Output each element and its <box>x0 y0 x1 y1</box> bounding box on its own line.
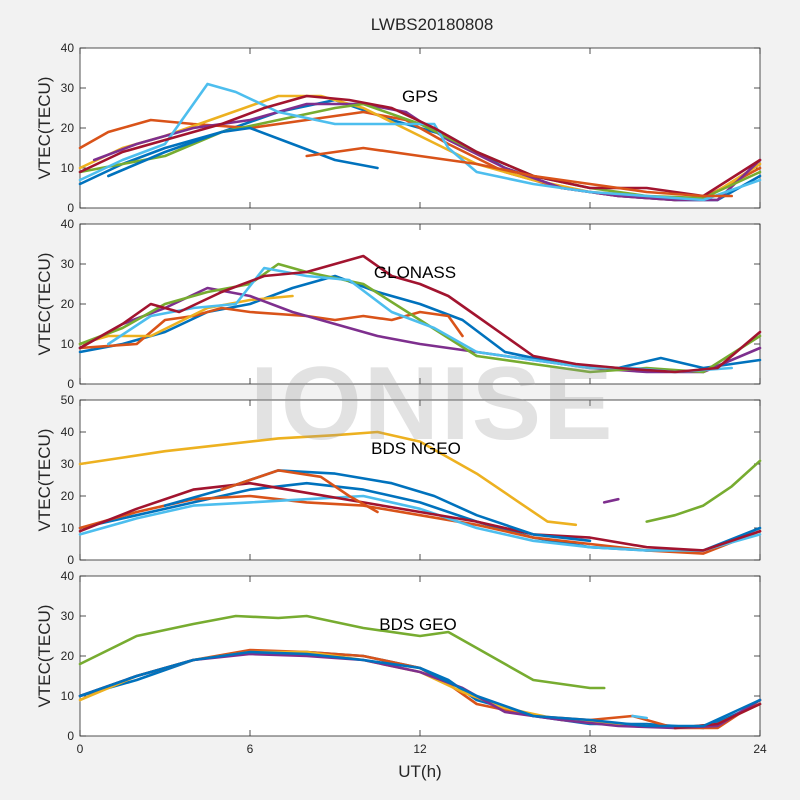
glonass-series-line <box>78 254 762 374</box>
bds-ngeo-series-line <box>645 459 762 523</box>
y-tick-label: 40 <box>61 425 75 439</box>
series-bds-geo <box>78 614 762 730</box>
axes-bds-ngeo <box>79 399 761 561</box>
bds-ngeo-series-line <box>78 481 762 552</box>
series-gps <box>78 82 762 202</box>
bds-geo-series-line <box>78 650 762 728</box>
y-tick-label: 30 <box>61 81 75 95</box>
y-tick-label: 40 <box>61 569 75 583</box>
y-tick-label: 0 <box>67 553 74 567</box>
bds-geo-series-line <box>78 614 606 690</box>
x-tick-label: 12 <box>413 742 427 756</box>
bds-geo-series-line <box>631 714 649 720</box>
y-tick-label: 30 <box>61 257 75 271</box>
x-tick-label: 0 <box>77 742 84 756</box>
gps-series-line <box>78 94 762 198</box>
y-tick-label: 40 <box>61 41 75 55</box>
y-tick-label: 0 <box>67 377 74 391</box>
panel-label-bds-ngeo: BDS NGEO <box>371 439 461 458</box>
gps-series-line <box>107 126 379 178</box>
panel-label-bds-geo: BDS GEO <box>379 615 456 634</box>
y-tick-label: 20 <box>61 121 75 135</box>
y-tick-label: 0 <box>67 729 74 743</box>
y-tick-label: 30 <box>61 609 75 623</box>
gps-series-line <box>305 146 734 198</box>
panel-bds-ngeo: VTEC(TECU) 0 10 20 30 40 50 BDS NGEO <box>35 393 762 567</box>
ylabel-bds-ngeo: VTEC(TECU) <box>35 429 54 532</box>
ticks-bds-ngeo: 0 10 20 30 40 50 <box>61 393 761 567</box>
y-tick-label: 40 <box>61 217 75 231</box>
bds-ngeo-series-line <box>78 430 578 527</box>
x-axis-label: UT(h) <box>398 762 441 781</box>
panel-bds-geo: VTEC(TECU) 0 10 20 30 40 0 6 12 18 24 BDS GEO <box>35 569 767 756</box>
bds-ngeo-series-line <box>220 469 379 514</box>
ticks-bds-geo: 0 10 20 30 40 0 6 12 18 24 <box>61 569 767 756</box>
x-tick-label: 18 <box>583 742 597 756</box>
axes-bds-geo <box>79 575 761 737</box>
ylabel-bds-geo: VTEC(TECU) <box>35 605 54 708</box>
y-tick-label: 10 <box>61 689 75 703</box>
glonass-series-line <box>78 274 762 370</box>
y-tick-label: 20 <box>61 489 75 503</box>
ticks-glonass: 0 10 20 30 40 <box>61 217 761 391</box>
y-tick-label: 10 <box>61 521 75 535</box>
ticks-gps: 0 10 20 30 40 <box>61 41 761 215</box>
y-tick-label: 10 <box>61 337 75 351</box>
x-tick-label: 6 <box>247 742 254 756</box>
y-tick-label: 0 <box>67 201 74 215</box>
figure-title: LWBS20180808 <box>371 15 494 34</box>
panel-label-glonass: GLONASS <box>374 263 456 282</box>
ylabel-glonass: VTEC(TECU) <box>35 253 54 356</box>
y-tick-label: 10 <box>61 161 75 175</box>
y-tick-label: 50 <box>61 393 75 407</box>
panel-glonass: VTEC(TECU) 0 10 20 30 40 GLONASS <box>35 217 762 391</box>
panel-label-gps: GPS <box>402 87 438 106</box>
bds-ngeo-series-line <box>602 497 620 504</box>
series-glonass <box>78 254 762 374</box>
panel-gps: VTEC(TECU) 0 10 20 30 40 GPS <box>35 41 762 215</box>
y-tick-label: 20 <box>61 297 75 311</box>
ylabel-gps: VTEC(TECU) <box>35 77 54 180</box>
bds-ngeo-series-line <box>78 494 762 552</box>
series-bds-ngeo <box>78 430 762 555</box>
x-tick-label: 24 <box>753 742 767 756</box>
y-tick-label: 30 <box>61 457 75 471</box>
y-tick-label: 20 <box>61 649 75 663</box>
gps-series-line <box>78 82 762 202</box>
